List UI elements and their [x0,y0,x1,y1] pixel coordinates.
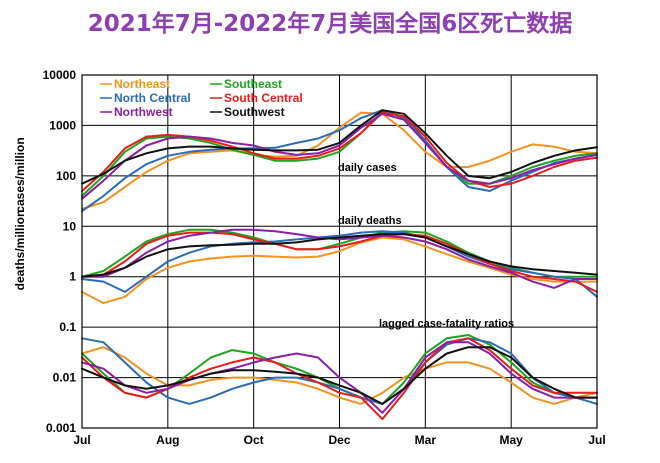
deaths-line-northeast [81,236,598,305]
deaths-line-southeast [81,228,598,278]
y-axis-label-deaths: deaths/million [13,210,27,291]
chart-lines [81,109,598,421]
annotation-cfr: lagged case-fatality ratios [379,318,514,330]
x-tick-label: Aug [156,433,179,447]
legend-item: South Central [210,91,303,105]
cases-line-north-central [81,109,598,213]
legend-item: Northwest [100,105,173,119]
x-tick-label: Oct [244,433,264,447]
x-tick-label: Mar [415,433,437,447]
x-tick-label: Jul [588,433,605,447]
page-title: 2021年7月-2022年7月美国全国6区死亡数据 [87,11,573,37]
y-tick-label: 1000 [49,118,76,132]
y-tick-label: 10 [63,219,77,233]
cfr-line-southwest [81,346,598,405]
legend-label: Northwest [114,105,173,119]
cases-line-southwest [81,109,598,185]
deaths-line-south-central [81,231,598,293]
cfr-line-north-central [81,337,598,405]
x-tick-label: Dec [328,433,350,447]
x-tick-label: Jul [73,433,90,447]
cases-line-northeast [81,111,598,210]
chart-legend: Northeast Southeast North Central South Cen… [100,77,303,119]
y-tick-label: 0.01 [53,371,77,385]
cases-line-northwest [81,112,598,200]
x-tick-labels: Jul Aug Oct Dec Mar May Jul [73,433,605,447]
legend-item: Southeast [210,77,282,91]
cases-line-southeast [81,110,598,197]
cases-line-south-central [81,111,598,192]
y-tick-label: 1 [69,270,76,284]
deaths-line-northwest [81,228,598,289]
y-tick-labels: 10000 1000 100 10 1 0.1 0.01 0.001 [43,68,77,435]
legend-item: North Central [100,91,191,105]
x-tick-label: May [499,433,523,447]
deaths-line-southwest [81,233,598,278]
legend-item: Northeast [100,77,170,91]
legend-label: South Central [224,91,303,105]
annotation-daily-deaths: daily deaths [338,215,402,227]
y-axis-label-cases: cases/million [13,137,27,212]
legend-label: Northeast [114,77,170,91]
plot-frame [81,74,598,429]
deaths-line-north-central [81,230,598,298]
cfr-line-northwest [81,341,598,414]
legend-label: Southwest [224,105,285,119]
legend-label: North Central [114,91,191,105]
legend-item: Southwest [210,105,285,119]
y-tick-label: 100 [56,169,76,183]
legend-label: Southeast [224,77,282,91]
annotation-daily-cases: daily cases [338,162,397,174]
y-tick-label: 0.1 [59,320,76,334]
y-tick-label: 10000 [43,68,77,82]
y-tick-label: 0.001 [46,421,76,435]
